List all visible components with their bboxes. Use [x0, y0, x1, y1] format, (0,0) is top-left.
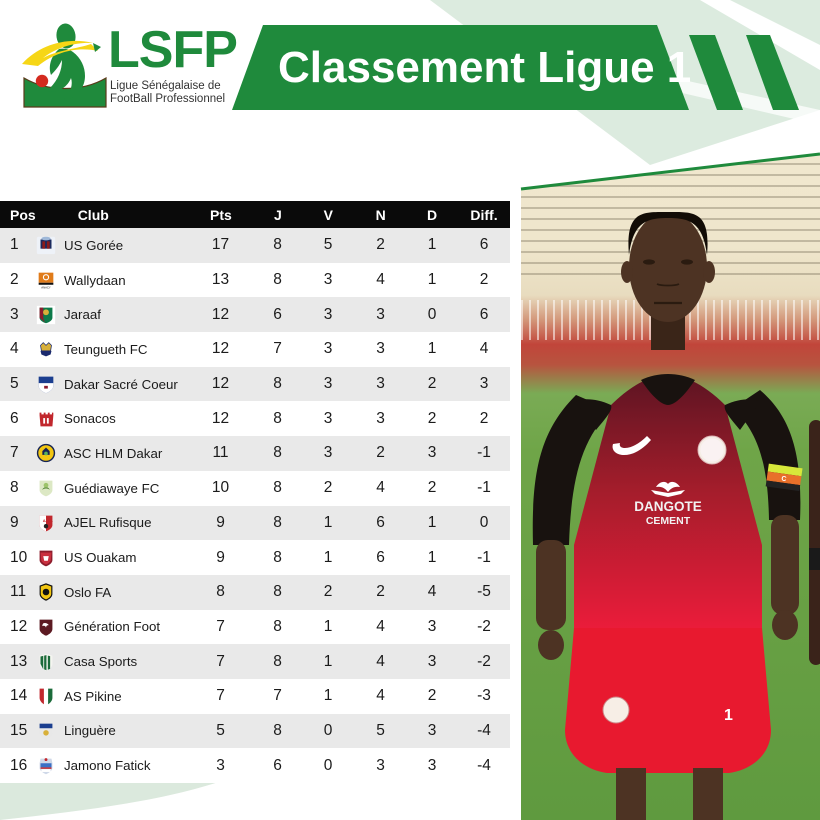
svg-text:Classement Ligue 1: Classement Ligue 1 [278, 43, 691, 92]
